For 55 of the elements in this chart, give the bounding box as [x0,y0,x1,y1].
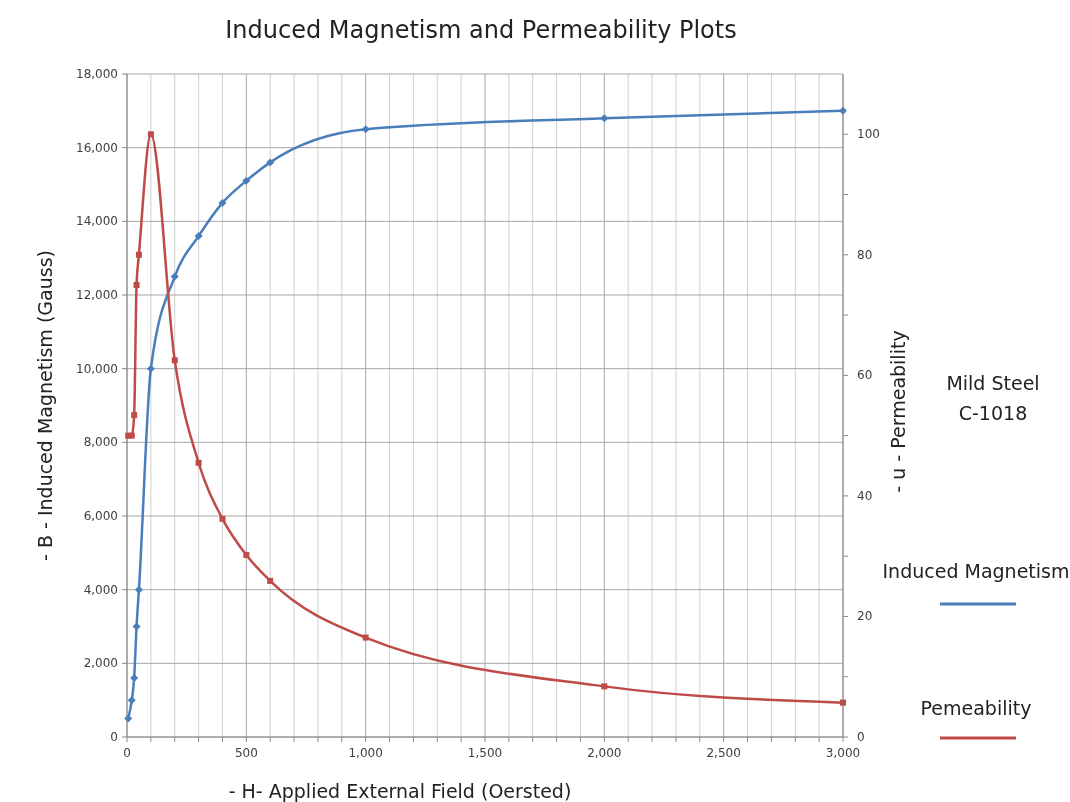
x-tick-label: 1,000 [348,746,383,760]
point [124,714,133,723]
y-tick-label: 16,000 [76,140,118,155]
point [171,357,178,364]
y2-tick-label: 100 [857,127,880,142]
y2-axis-title: - u - Permeability [887,330,909,493]
point [135,251,142,258]
y2-tick-label: 40 [857,488,873,503]
point [134,585,143,594]
point [131,412,138,419]
point [242,176,251,185]
x-tick-label: 500 [234,746,258,760]
x-tick-label: 2,500 [706,746,741,760]
point [266,158,275,167]
point [132,622,141,631]
point [170,272,179,281]
x-tick-label: 0 [123,746,131,760]
text: Pemeability [920,697,1032,719]
y-tick-label: 18,000 [76,67,118,81]
point [127,696,136,705]
point [218,198,227,207]
y-tick-label: 8,000 [83,435,118,450]
text: Mild Steel C-1018 [946,372,1040,424]
y-axis-title: - B - Induced Magnetism (Gauss) [34,250,56,561]
y-tick-label: 12,000 [76,288,118,302]
point [839,106,847,115]
point [219,515,226,522]
point [146,364,155,373]
x-tick-label: 3,000 [825,746,861,760]
point [601,683,608,690]
point [243,551,250,558]
point [147,131,154,138]
x-tick-label: 1,500 [467,746,503,760]
chart-title: Induced Magnetism and Permeability Plots [225,16,737,44]
point [267,577,274,584]
y-tick-label: 4,000 [83,582,118,597]
point [133,281,140,288]
point [362,634,369,641]
point [840,699,846,706]
point [194,232,203,241]
y2-tick-label: 60 [857,368,873,383]
x-axis-title: - H- Applied External Field (Oersted) [228,780,572,802]
point [361,125,370,134]
point [600,114,609,123]
y-tick-label: 2,000 [83,656,118,671]
y2-tick-label: 20 [857,609,873,624]
y2-tick-label: 80 [857,247,873,262]
y-tick-label: 6,000 [83,509,118,523]
y-tick-label: 14,000 [76,214,118,229]
y2-tick-label: 0 [857,730,865,744]
x-tick-label: 2,000 [587,746,622,760]
text: Induced Magnetism [882,560,1070,582]
y-tick-label: 0 [110,730,118,744]
point [195,459,202,466]
y-tick-label: 10,000 [76,361,118,376]
